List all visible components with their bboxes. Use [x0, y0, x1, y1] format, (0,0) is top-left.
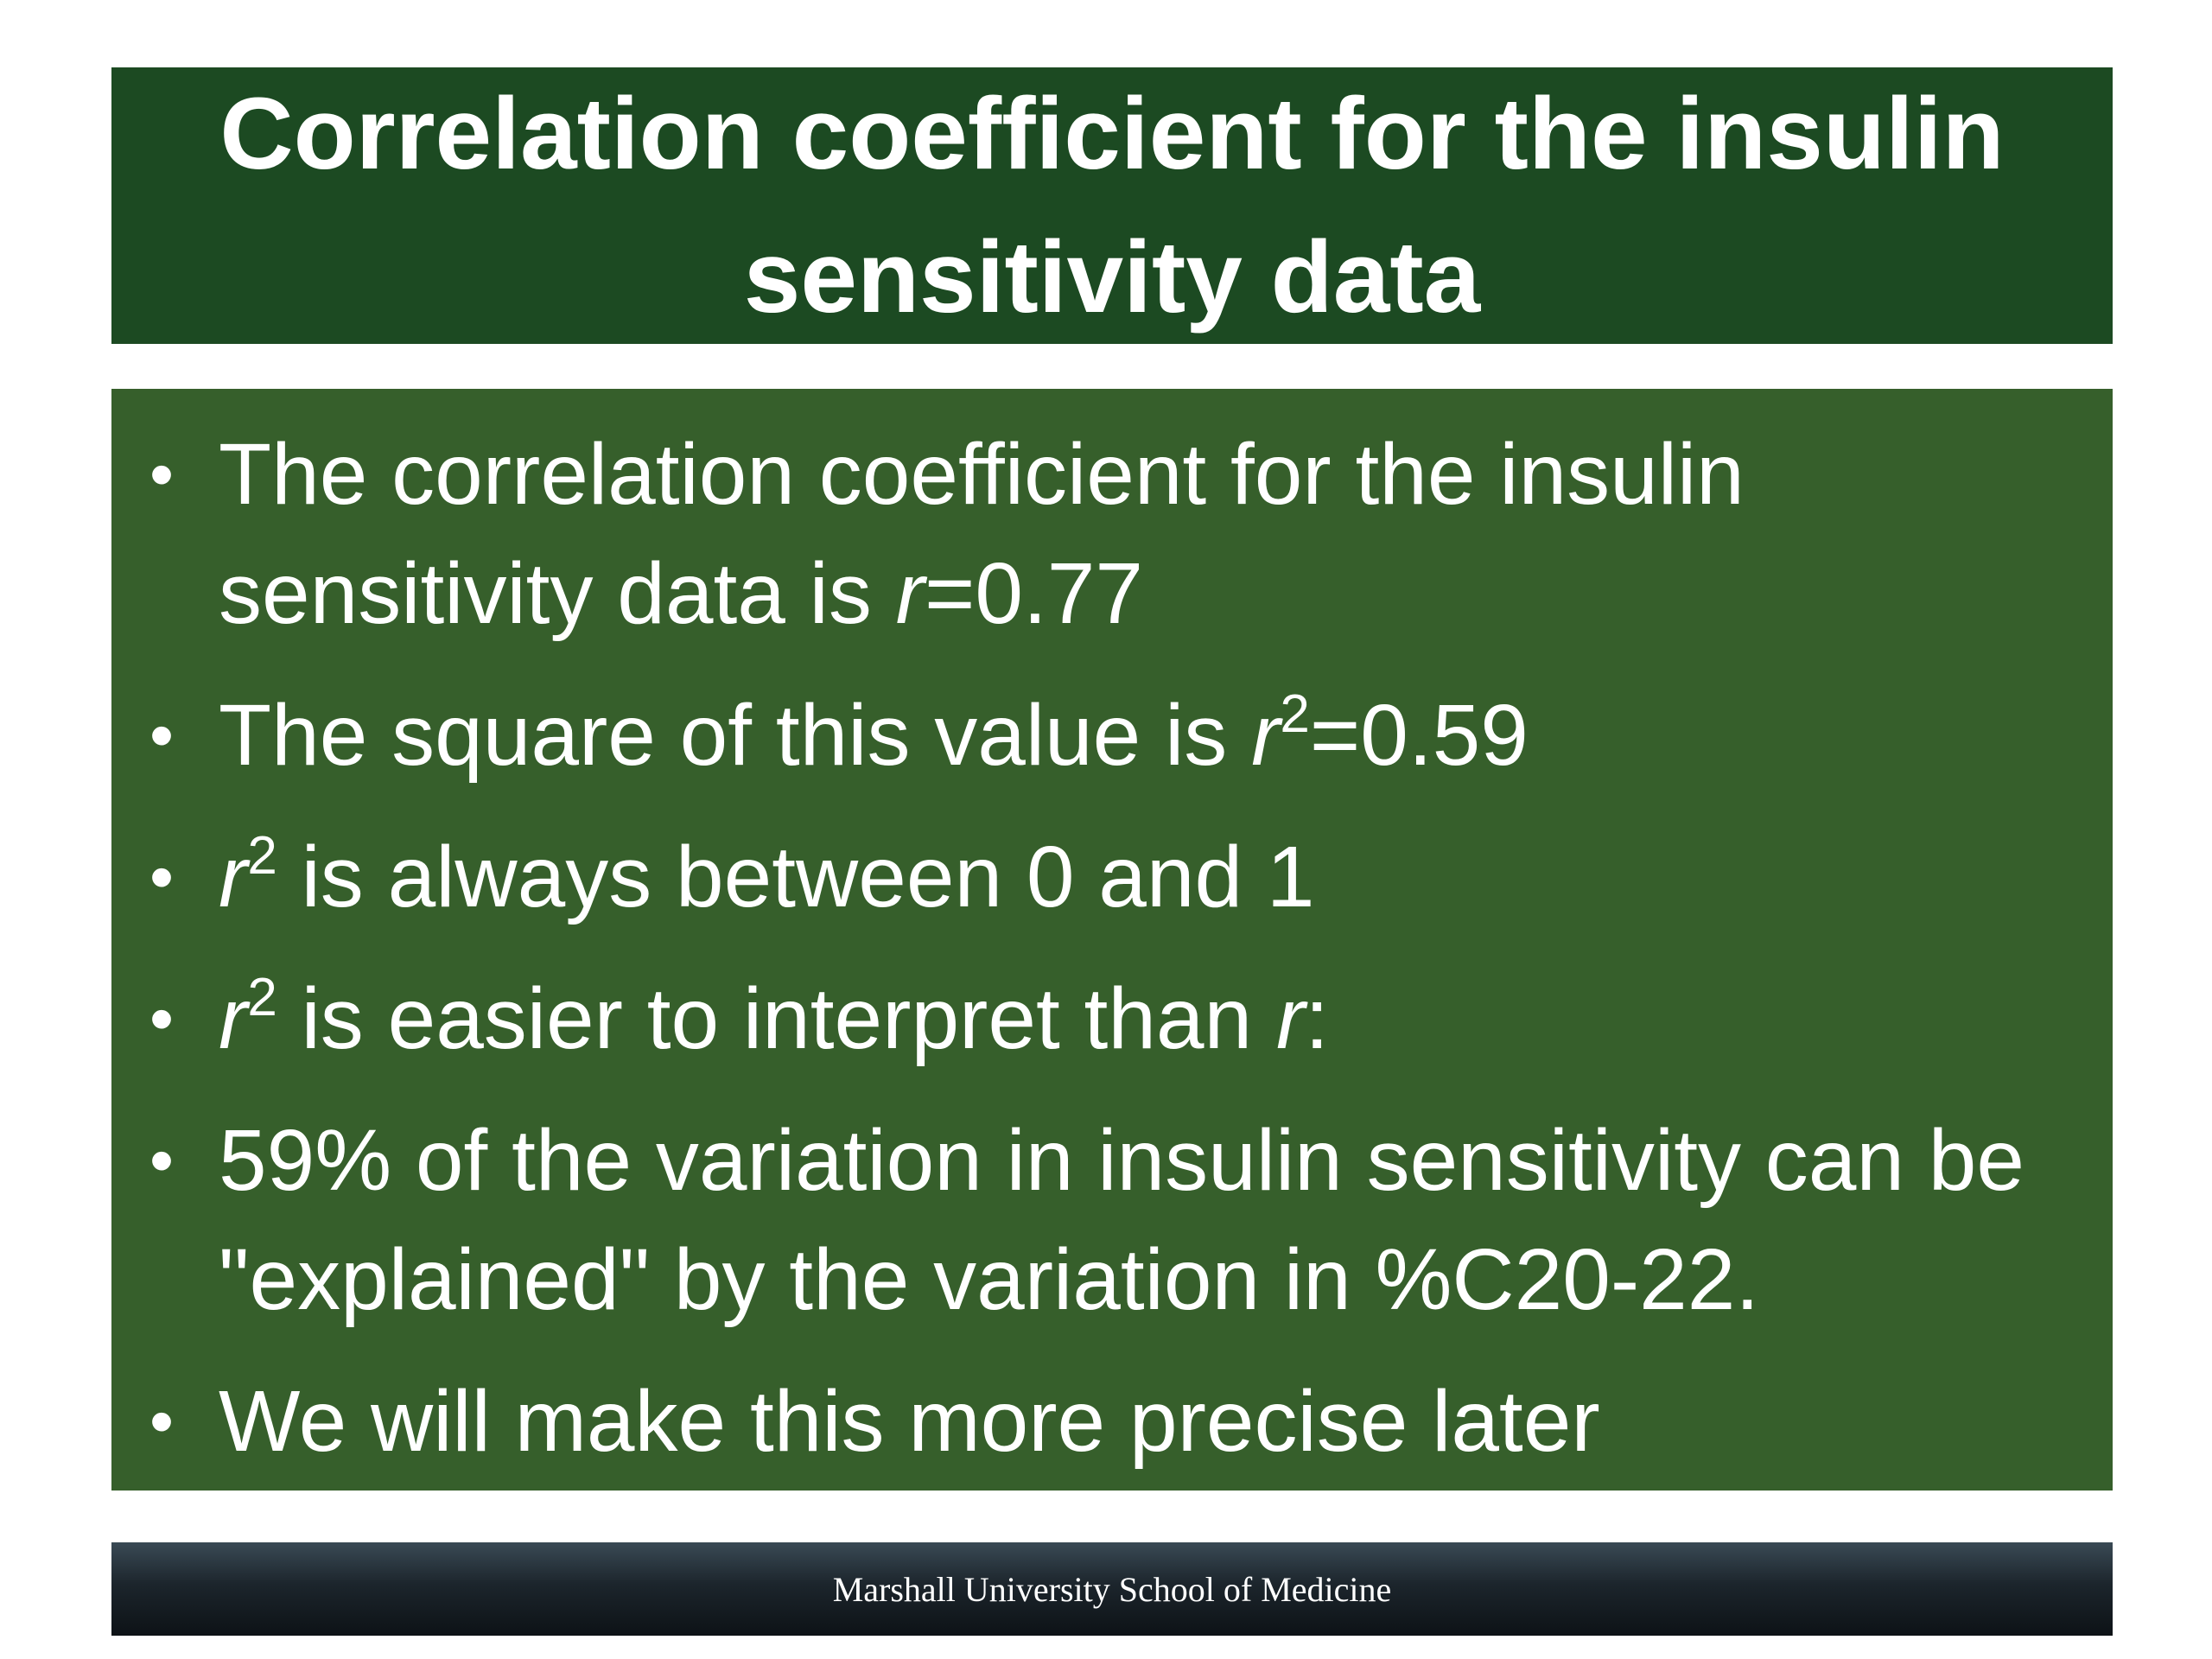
bullet-text: The square of this value is: [219, 687, 1252, 784]
bullet-icon: •: [149, 980, 174, 1057]
footer-text: Marshall University School of Medicine: [832, 1569, 1392, 1609]
bullet-square-value: • The square of this value is r2=0.59: [111, 676, 2061, 795]
bullet-icon: •: [149, 838, 174, 915]
slide-title-bar: Correlation coefficient for the insulin …: [111, 67, 2113, 344]
variable-r: r: [1275, 970, 1306, 1067]
bullet-variation-explained: • 59% of the variation in insulin sensiti…: [111, 1101, 2061, 1339]
bullet-icon: •: [149, 696, 174, 773]
variable-r: r: [1251, 687, 1281, 784]
variable-r: r: [219, 970, 248, 1067]
variable-r: r: [895, 545, 925, 642]
bullet-value: =0.59: [1309, 687, 1529, 784]
bullet-text: is easier to interpret than: [276, 970, 1276, 1067]
exponent: 2: [1280, 684, 1310, 744]
bullet-text: We will make this more precise later: [219, 1373, 1600, 1470]
bullet-later: • We will make this more precise later: [111, 1362, 2061, 1481]
bullet-punctuation: :: [1305, 970, 1330, 1067]
bullet-icon: •: [149, 1382, 174, 1459]
bullet-interpretation: • r2 is easier to interpret than r:: [111, 959, 2061, 1078]
bullet-icon: •: [149, 1122, 174, 1198]
bullet-text: is always between 0 and 1: [276, 829, 1315, 925]
bullet-correlation-value: • The correlation coefficient for the ins…: [111, 415, 2061, 653]
bullet-text: 59% of the variation in insulin sensitiv…: [219, 1112, 2025, 1328]
slide-title: Correlation coefficient for the insulin …: [219, 77, 2005, 334]
bullet-list: • The correlation coefficient for the ins…: [111, 415, 2061, 1481]
exponent: 2: [247, 968, 277, 1027]
variable-r: r: [219, 829, 248, 925]
bullet-value: =0.77: [924, 545, 1143, 642]
bullet-icon: •: [149, 435, 174, 512]
bullet-text: The correlation coefficient for the insu…: [219, 426, 1745, 642]
slide-content: • The correlation coefficient for the ins…: [111, 389, 2113, 1491]
footer-bar: Marshall University School of Medicine: [111, 1542, 2113, 1636]
bullet-range: • r2 is always between 0 and 1: [111, 817, 2061, 937]
exponent: 2: [247, 826, 277, 886]
